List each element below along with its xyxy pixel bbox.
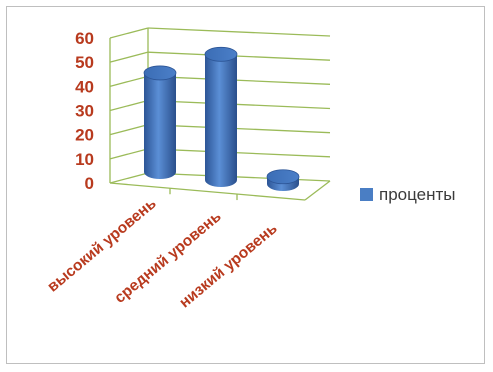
y-tick-label: 0 [85, 174, 94, 193]
y-tick-label: 10 [75, 150, 94, 169]
bar-body [144, 72, 176, 179]
gridline [147, 124, 331, 134]
bar-cap [266, 169, 300, 185]
gridline-side [109, 148, 149, 160]
legend: проценты [360, 185, 456, 204]
gridline [147, 75, 331, 85]
floor-edge [109, 182, 306, 201]
chart-frame [6, 6, 485, 364]
y-tick-label: 30 [75, 102, 94, 121]
bar [204, 46, 238, 188]
bar-cap [143, 65, 177, 81]
grid [109, 27, 331, 201]
gridline-side [109, 172, 149, 184]
bar [266, 169, 300, 191]
y-tick-label: 50 [75, 53, 94, 72]
bar-body [205, 54, 237, 188]
y-axis-tick-labels: 0 10 20 30 40 50 60 [75, 29, 94, 193]
legend-label: проценты [379, 185, 456, 204]
gridline [147, 27, 331, 37]
gridline [147, 99, 331, 110]
gridline-side [109, 75, 149, 87]
gridline-side [109, 51, 149, 63]
y-tick-label: 20 [75, 126, 94, 145]
y-tick-label: 60 [75, 29, 94, 48]
legend-swatch [360, 188, 373, 201]
gridline-side [109, 124, 149, 136]
bars [143, 46, 300, 191]
bar-cap [204, 46, 238, 62]
bar [143, 65, 177, 179]
gridline [147, 172, 331, 182]
gridline-side [109, 99, 149, 112]
gridline-side [109, 27, 149, 39]
gridline [147, 148, 331, 158]
gridline [147, 51, 331, 61]
y-tick-label: 40 [75, 77, 94, 96]
floor-edge-right [304, 180, 331, 201]
